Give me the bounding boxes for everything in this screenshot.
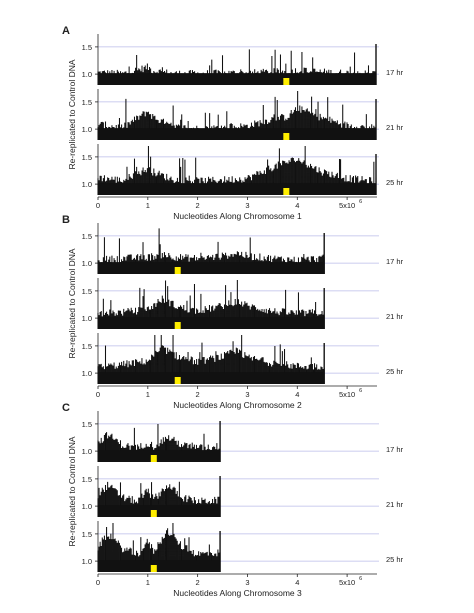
x-tick-label: 3 [245, 390, 249, 399]
track-label: 21 hr [386, 123, 404, 132]
y-tick-label: 1.0 [82, 369, 92, 378]
y-axis-label: Re-replicated to Control DNA [67, 436, 77, 546]
x-tick-label: 0 [96, 578, 100, 587]
x-tick-label: 2 [196, 201, 200, 210]
panel-c: C 1.5 1.0 17 hr 1.5 1.0 21 hr 1.5 1.0 25 hr 0 1 2 3 4 5… [62, 402, 404, 598]
y-tick-label: 1.5 [82, 342, 92, 351]
x-axis-label: Nucleotides Along Chromosome 3 [173, 588, 302, 598]
x-axis-label: Nucleotides Along Chromosome 1 [173, 211, 302, 221]
y-tick-label: 1.5 [82, 530, 92, 539]
x-tick-label: 1 [146, 578, 150, 587]
x-tick-label: 5x10 [339, 201, 355, 210]
origin-marker [174, 267, 181, 274]
y-tick-label: 1.0 [82, 125, 92, 134]
signal-base [98, 317, 325, 329]
track-17-hr: 1.5 1.0 17 hr [82, 34, 404, 85]
y-tick-label: 1.0 [82, 557, 92, 566]
track-25-hr: 1.5 1.0 25 hr [82, 521, 404, 572]
x-tick-label: 0 [96, 201, 100, 210]
y-tick-label: 1.0 [82, 314, 92, 323]
y-tick-label: 1.5 [82, 420, 92, 429]
origin-marker [283, 133, 290, 140]
track-25-hr: 1.5 1.0 25 hr [82, 144, 404, 195]
track-label: 21 hr [386, 500, 404, 509]
x-tick-label: 4 [295, 201, 299, 210]
x-tick-label: 1 [146, 390, 150, 399]
track-label: 25 hr [386, 367, 404, 376]
origin-marker [174, 377, 181, 384]
origin-marker [150, 510, 157, 517]
signal-base [98, 372, 325, 384]
panel-a: A 1.5 1.0 17 hr 1.5 1.0 21 hr 1.5 1.0 25 hr 0 1 2 3 4 5… [62, 25, 404, 221]
track-21-hr: 1.5 1.0 21 hr [82, 278, 404, 329]
x-tick-label: 5x10 [339, 390, 355, 399]
track-21-hr: 1.5 1.0 21 hr [82, 89, 404, 140]
x-tick-label: 4 [295, 390, 299, 399]
signal-base [98, 450, 221, 462]
y-tick-label: 1.5 [82, 475, 92, 484]
y-axis-label: Re-replicated to Control DNA [67, 59, 77, 169]
panel-letter: C [62, 402, 70, 414]
y-tick-label: 1.5 [82, 153, 92, 162]
y-tick-label: 1.0 [82, 447, 92, 456]
track-21-hr: 1.5 1.0 21 hr [82, 466, 404, 517]
origin-marker [150, 455, 157, 462]
y-tick-label: 1.0 [82, 180, 92, 189]
track-label: 25 hr [386, 178, 404, 187]
track-17-hr: 1.5 1.0 17 hr [82, 223, 404, 274]
track-label: 25 hr [386, 555, 404, 564]
x-axis-label: Nucleotides Along Chromosome 2 [173, 400, 302, 410]
x-exponent: 6 [359, 388, 362, 394]
x-tick-label: 2 [196, 578, 200, 587]
signal-base [98, 560, 221, 572]
y-tick-label: 1.0 [82, 502, 92, 511]
track-label: 21 hr [386, 312, 404, 321]
panel-letter: A [62, 25, 70, 37]
track-label: 17 hr [386, 445, 404, 454]
y-tick-label: 1.5 [82, 232, 92, 241]
track-label: 17 hr [386, 68, 404, 77]
x-exponent: 6 [359, 576, 362, 582]
x-exponent: 6 [359, 199, 362, 205]
origin-marker [283, 188, 290, 195]
signal-base [98, 505, 221, 517]
track-17-hr: 1.5 1.0 17 hr [82, 411, 404, 462]
y-tick-label: 1.5 [82, 287, 92, 296]
x-tick-label: 4 [295, 578, 299, 587]
signal-base [98, 73, 377, 85]
x-tick-label: 2 [196, 390, 200, 399]
origin-marker [174, 322, 181, 329]
panel-b: B 1.5 1.0 17 hr 1.5 1.0 21 hr 1.5 1.0 25 hr 0 1 2 3 4 5… [62, 214, 404, 410]
panel-letter: B [62, 214, 70, 226]
x-tick-label: 1 [146, 201, 150, 210]
signal-base [98, 128, 377, 140]
x-tick-label: 0 [96, 390, 100, 399]
track-25-hr: 1.5 1.0 25 hr [82, 333, 404, 384]
x-tick-label: 3 [245, 578, 249, 587]
y-tick-label: 1.0 [82, 259, 92, 268]
x-tick-label: 3 [245, 201, 249, 210]
signal-base [98, 183, 377, 195]
y-tick-label: 1.5 [82, 98, 92, 107]
origin-marker [283, 78, 290, 85]
origin-marker [150, 565, 157, 572]
y-tick-label: 1.0 [82, 70, 92, 79]
x-tick-label: 5x10 [339, 578, 355, 587]
signal-base [98, 262, 325, 274]
y-tick-label: 1.5 [82, 43, 92, 52]
track-label: 17 hr [386, 257, 404, 266]
y-axis-label: Re-replicated to Control DNA [67, 248, 77, 358]
